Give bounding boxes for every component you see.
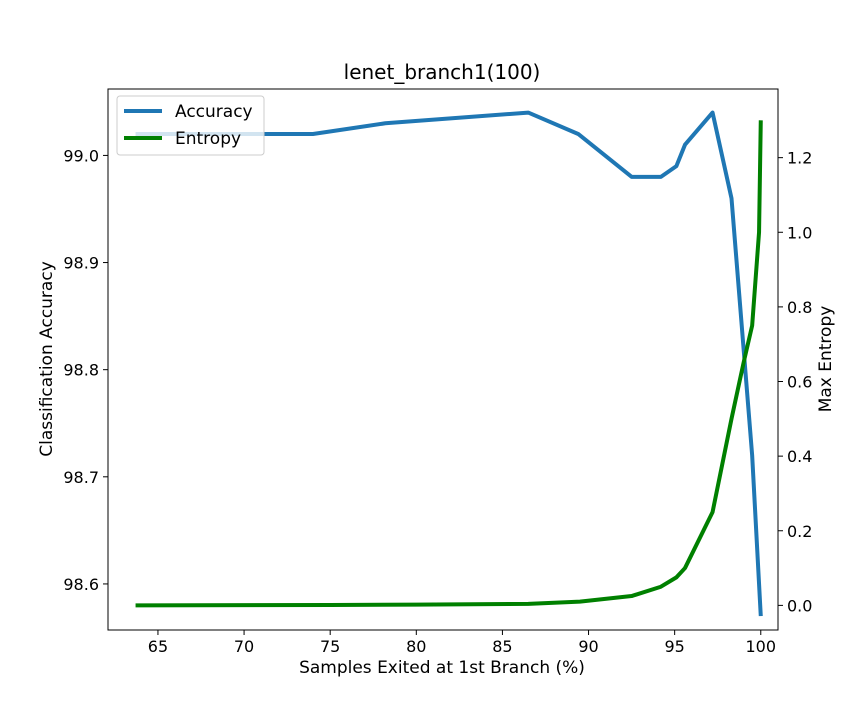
y-axis-right: 0.0 0.2 0.4 0.6 0.8 1.0 1.2 bbox=[778, 149, 812, 615]
y-left-tick-label: 98.6 bbox=[63, 575, 99, 594]
x-tick-label: 65 bbox=[148, 637, 168, 656]
x-tick-label: 75 bbox=[320, 637, 340, 656]
y-right-tick-label: 0.4 bbox=[787, 447, 812, 466]
x-tick-label: 100 bbox=[746, 637, 777, 656]
plot-frame bbox=[107, 88, 779, 631]
x-tick-label: 80 bbox=[406, 637, 426, 656]
y-left-tick-label: 98.9 bbox=[63, 254, 99, 273]
legend: Accuracy Entropy bbox=[116, 95, 265, 156]
x-axis-label: Samples Exited at 1st Branch (%) bbox=[299, 658, 585, 678]
y-right-tick-label: 1.0 bbox=[787, 223, 812, 242]
x-tick-label: 70 bbox=[234, 637, 254, 656]
y-right-tick-label: 0.0 bbox=[787, 596, 812, 615]
legend-label-accuracy: Accuracy bbox=[175, 102, 253, 122]
y-right-tick-label: 0.8 bbox=[787, 298, 812, 317]
y-right-tick-label: 0.6 bbox=[787, 373, 812, 392]
x-tick-label: 90 bbox=[578, 637, 598, 656]
legend-label-entropy: Entropy bbox=[175, 129, 241, 149]
y-right-tick-label: 0.2 bbox=[787, 522, 812, 541]
y-axis-left-label: Classification Accuracy bbox=[37, 261, 57, 457]
series-line-entropy bbox=[135, 120, 763, 608]
y-left-tick-label: 98.7 bbox=[63, 468, 99, 487]
y-axis-right-label: Max Entropy bbox=[816, 306, 836, 413]
x-tick-label: 85 bbox=[492, 637, 512, 656]
x-axis: 65 70 75 80 85 90 95 100 bbox=[148, 630, 776, 656]
y-right-tick-label: 1.2 bbox=[787, 149, 812, 168]
series-line-accuracy bbox=[135, 110, 763, 617]
plot-area bbox=[135, 110, 763, 617]
y-left-tick-label: 99.0 bbox=[63, 146, 99, 165]
y-left-tick-label: 98.8 bbox=[63, 361, 99, 380]
y-axis-left: 98.6 98.7 98.8 98.9 99.0 bbox=[63, 146, 108, 594]
chart-title: lenet_branch1(100) bbox=[344, 60, 541, 84]
x-tick-label: 95 bbox=[664, 637, 684, 656]
